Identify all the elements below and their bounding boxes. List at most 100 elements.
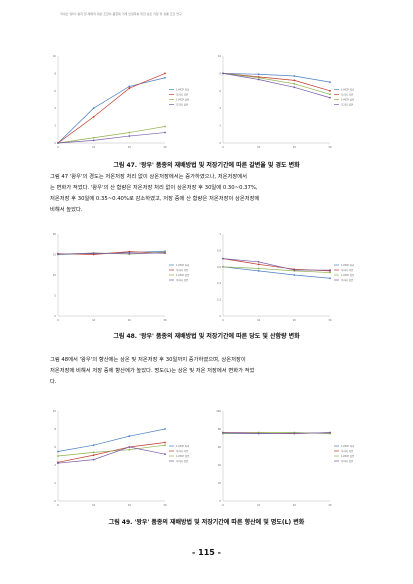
data-point: [128, 131, 131, 134]
data-point: [222, 72, 224, 75]
series-line: [57, 77, 166, 144]
data-point: [57, 253, 59, 255]
y-tick-label: 0: [54, 314, 56, 318]
series-line: [57, 126, 166, 144]
paragraph-line: 는 변화가 적었다. '왕우'의 산 함량은 저온저장 처리 없이 상온저장 후…: [50, 185, 258, 191]
axis-line: [222, 56, 330, 144]
data-point: [329, 269, 331, 271]
x-tick-label: 20: [128, 318, 132, 322]
legend-label: 무처리 상온: [176, 459, 189, 463]
legend-label: 무처리 저온: [176, 93, 189, 97]
data-point: [92, 116, 95, 118]
figure-3-right: 0 20 40 60 80 100 0 10 20 30 1-MCP 처리 무처리 저온 1-MCP 상…: [205, 405, 375, 513]
data-point: [293, 82, 296, 85]
data-point: [57, 455, 59, 457]
figure-1: 0 2 4 6 8 10 0 10 20 30 1-MCP 처리 무처리 저온 1-MCP 상온 무처리 …: [40, 50, 210, 155]
series-line: [57, 251, 166, 255]
series-line: [222, 258, 330, 271]
x-tick-label: 10: [92, 145, 96, 149]
y-tick-label: 40: [218, 463, 222, 467]
axis-line: [222, 234, 330, 317]
legend-label: 무처리 상온: [341, 459, 354, 463]
legend-label: 1-MCP 처리: [176, 263, 189, 267]
y-tick-label: 10: [53, 273, 57, 277]
series-line: [57, 446, 166, 464]
x-tick-label: 30: [328, 145, 332, 149]
data-point: [92, 444, 95, 447]
x-tick-label: 20: [293, 145, 297, 149]
data-point: [329, 96, 331, 99]
series-line: [222, 258, 331, 272]
paragraph-line: 다.: [50, 379, 57, 385]
y-tick-label: 4: [54, 463, 56, 467]
y-tick-label: 2: [219, 124, 221, 128]
x-tick-label: 0: [222, 503, 224, 507]
legend-label: 무처리 저온: [341, 268, 354, 272]
x-tick-label: 30: [163, 145, 167, 149]
y-tick-label: 6: [54, 89, 56, 93]
data-point: [257, 263, 260, 266]
x-tick-label: 20: [293, 318, 297, 322]
x-tick-label: 10: [257, 145, 261, 149]
data-point: [92, 253, 95, 256]
figure-2: 0 5 10 15 20 0 10 20 30 1-MCP 처리 무처리 저온 1-MCP 상온 무처리…: [40, 228, 210, 328]
legend-label: 무처리 상온: [176, 103, 189, 107]
figure-1-right: 0 2 4 6 8 10 0 10 20 30 1-MCP 처리 무처리 저온 1-MCP 상온 무처리 …: [205, 50, 375, 155]
legend-label: 1-MCP 상온: [176, 454, 190, 458]
legend-label: 무처리 상온: [341, 278, 354, 282]
series-line: [222, 266, 331, 273]
y-tick-label: 8: [219, 71, 221, 75]
y-tick-label: 2: [54, 124, 56, 128]
data-point: [257, 76, 260, 79]
series-line: [222, 73, 331, 95]
y-tick-label: 4: [219, 106, 221, 110]
y-tick-label: 0.2: [217, 298, 221, 302]
y-tick-label: 1: [219, 232, 221, 236]
x-tick-label: 20: [128, 145, 132, 149]
data-point: [128, 87, 131, 90]
figure-caption: 그림 47. '왕우' 품종의 재배방법 및 저장기간에 따른 갈변율 및 경도…: [113, 162, 300, 169]
axis-line: [57, 234, 165, 317]
x-tick-label: 0: [222, 318, 224, 322]
x-tick-label: 30: [163, 318, 167, 322]
data-point: [128, 448, 131, 451]
figure-3: 0 2 4 6 8 10 0 10 20 30 1-MCP 처리 무처리 저온 1-MCP 상온 무처리 …: [40, 405, 210, 513]
legend-label: 무처리 상온: [341, 103, 354, 107]
data-point: [293, 432, 296, 435]
figure-2-right: 0 0.2 0.4 0.6 0.8 1 0 10 20 30 1-MCP 처리 무처리 저온 1-MCP…: [205, 228, 375, 328]
data-point: [164, 251, 166, 254]
y-tick-label: 0: [219, 314, 221, 318]
series-line: [222, 73, 331, 92]
y-tick-label: 0.4: [217, 281, 221, 285]
data-point: [164, 444, 166, 447]
x-tick-label: 0: [57, 503, 59, 507]
data-point: [164, 72, 166, 75]
body-paragraph-1: 그림 47 '왕우'의 경도는 저온저장 처리 없이 상온저장에서는 증가하였으…: [50, 172, 370, 216]
x-tick-label: 20: [128, 503, 132, 507]
data-point: [222, 257, 224, 260]
x-tick-label: 0: [57, 145, 59, 149]
data-point: [164, 441, 166, 444]
y-tick-label: 6: [54, 445, 56, 449]
paragraph-line: 저온저장 후 30일에 0.35~0.40%로 감소하였고, 저장 중에 산 함…: [50, 196, 260, 202]
series-line: [57, 442, 166, 463]
y-tick-label: 10: [53, 54, 57, 58]
y-tick-label: 0.8: [217, 248, 221, 252]
y-tick-label: 10: [218, 54, 222, 58]
series-line: [57, 428, 166, 452]
data-point: [293, 269, 296, 271]
data-point: [164, 428, 166, 430]
data-point: [57, 450, 59, 453]
axis-line: [222, 411, 330, 502]
data-point: [57, 142, 59, 144]
y-tick-label: 8: [54, 71, 56, 75]
paragraph-line: 그림 47 '왕우'의 경도는 저온저장 처리 없이 상온저장에서는 증가하였으…: [50, 174, 248, 180]
series-line: [222, 432, 331, 434]
data-point: [164, 76, 166, 79]
data-point: [222, 431, 224, 434]
x-tick-label: 20: [293, 503, 297, 507]
x-tick-label: 30: [328, 503, 332, 507]
body-paragraph-2: 그림 48에서 '왕우'의 향산에는 상온 및 저온저장 후 30일까지 증가하…: [50, 355, 370, 388]
